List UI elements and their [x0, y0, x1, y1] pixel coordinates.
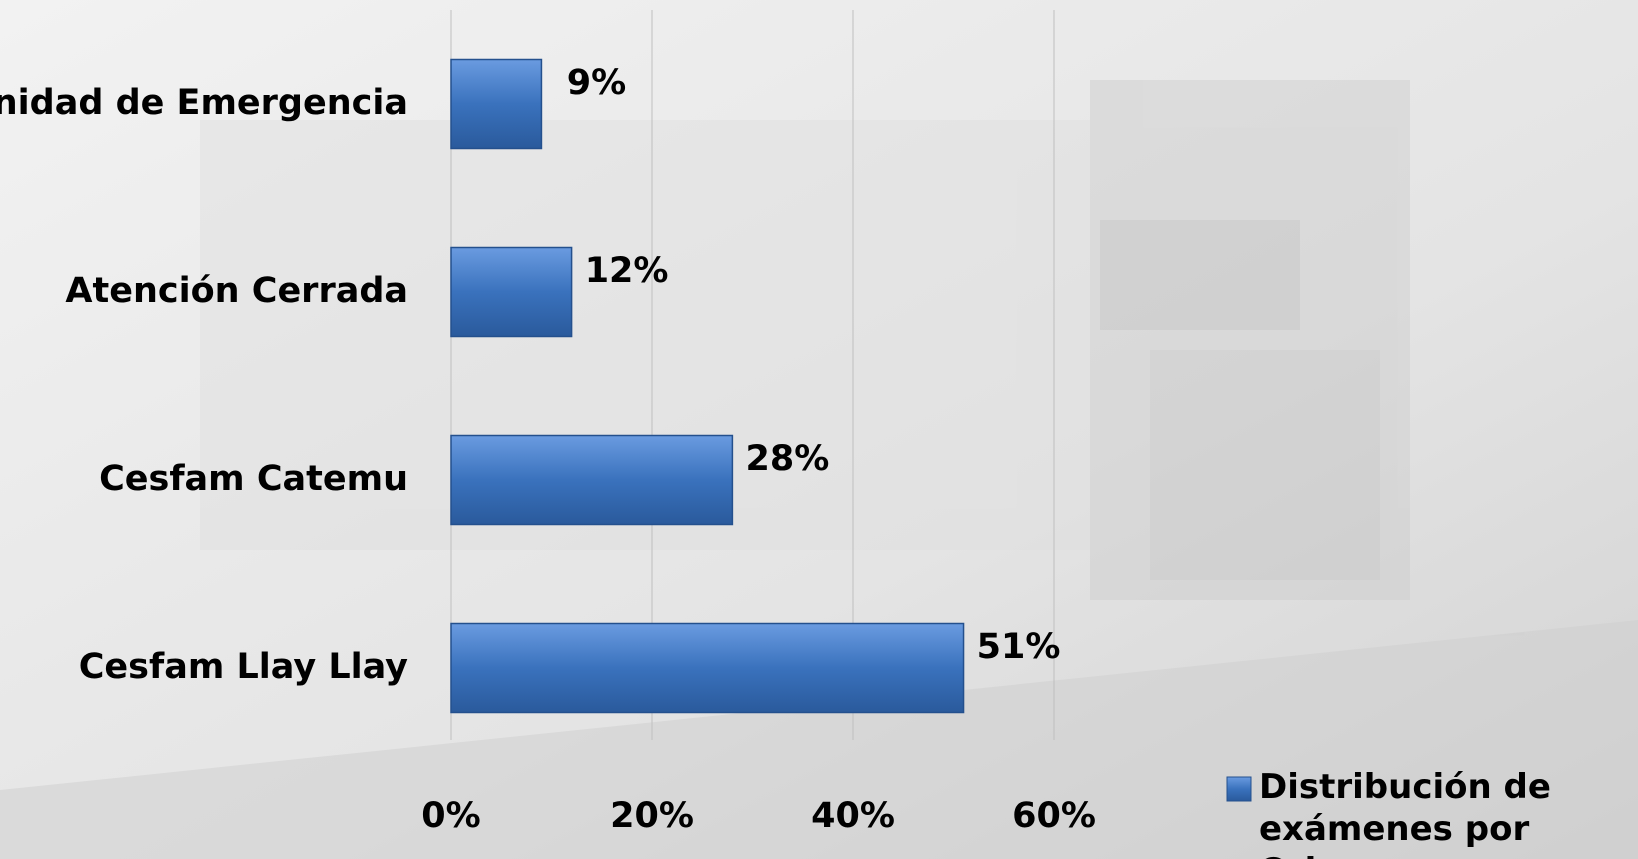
value-label: 51%	[977, 627, 1061, 667]
bar	[450, 246, 573, 338]
legend-swatch	[1226, 776, 1252, 802]
y-tick-label: Cesfam Catemu	[99, 459, 408, 499]
bar	[450, 434, 734, 526]
value-label: 12%	[585, 251, 669, 291]
value-label: 9%	[567, 63, 626, 103]
legend-label: Distribución de exámenes por Origen	[1259, 767, 1551, 859]
bar	[450, 58, 543, 150]
bar	[450, 622, 965, 714]
x-tick-label: 60%	[1012, 796, 1096, 836]
value-label: 28%	[746, 439, 830, 479]
x-tick-label: 0%	[421, 796, 480, 836]
y-tick-label: Unidad de Emergencia	[0, 83, 408, 123]
x-tick-label: 40%	[811, 796, 895, 836]
x-tick-label: 20%	[610, 796, 694, 836]
y-tick-label: Cesfam Llay Llay	[79, 647, 408, 687]
y-tick-label: Atención Cerrada	[65, 271, 408, 311]
